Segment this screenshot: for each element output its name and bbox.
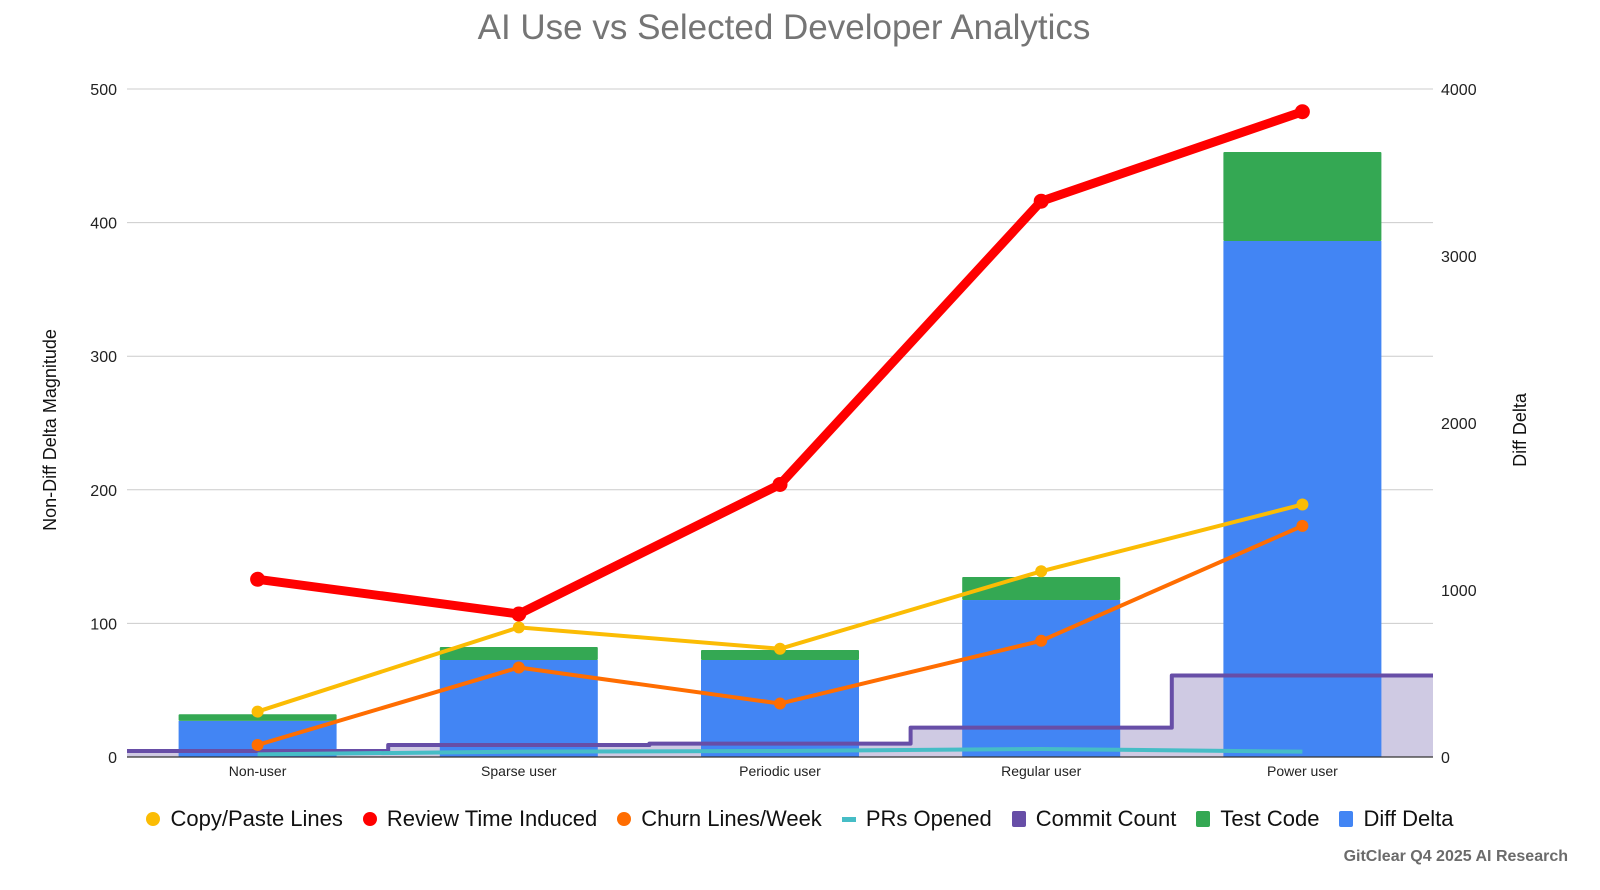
churn-lines-week-point — [1035, 634, 1048, 647]
y-tick-right: 4000 — [1441, 82, 1477, 99]
legend: Copy/Paste Lines Review Time Induced Churn… — [0, 806, 1600, 832]
churn-lines-week-point — [512, 661, 525, 674]
legend-swatch-icon — [1196, 811, 1211, 827]
y-tick-left: 300 — [90, 349, 117, 366]
y-tick-right: 3000 — [1441, 249, 1477, 266]
legend-label: PRs Opened — [865, 806, 992, 831]
legend-label: Diff Delta — [1363, 806, 1454, 831]
y-tick-left: 100 — [90, 616, 117, 633]
chart-title: AI Use vs Selected Developer Analytics — [477, 8, 1091, 47]
y-axis-title-left: Non-Diff Delta Magnitude — [40, 329, 60, 531]
y-tick-left: 400 — [90, 216, 117, 233]
legend-label: Copy/Paste Lines — [170, 806, 343, 831]
legend-item-review-time-induced[interactable]: Review Time Induced — [362, 806, 598, 832]
review-time-induced-point — [1033, 193, 1049, 209]
y-tick-right: 2000 — [1441, 416, 1477, 433]
copy-paste-lines-point — [1035, 565, 1048, 578]
copy-paste-lines-point — [251, 705, 264, 718]
y-tick-left: 0 — [108, 750, 117, 767]
legend-swatch-icon — [841, 816, 856, 822]
x-tick-label: Periodic user — [739, 763, 821, 779]
legend-label: Test Code — [1220, 806, 1320, 831]
bar-test-code — [178, 714, 337, 721]
copy-paste-lines-point — [774, 642, 786, 655]
chart-canvas: 0 100 200 300 400 500 0 1000 2000 3000 4000 Non-Dif… — [40, 82, 1530, 779]
churn-lines-week-point — [251, 738, 264, 751]
x-tick-label: Non-user — [229, 763, 287, 779]
bar-test-code — [439, 646, 598, 660]
legend-label: Review Time Induced — [386, 806, 598, 831]
legend-label: Commit Count — [1035, 806, 1177, 831]
legend-swatch-icon — [617, 812, 632, 826]
bar-test-code — [1223, 151, 1382, 241]
review-time-induced-line — [257, 107, 1304, 619]
prs-opened-line — [257, 746, 1303, 757]
legend-swatch-icon — [1339, 811, 1354, 827]
x-tick-label: Regular user — [1001, 763, 1081, 779]
x-tick-label: Sparse user — [481, 763, 557, 779]
legend-item-copy-paste-lines[interactable]: Copy/Paste Lines — [146, 806, 343, 832]
legend-item-churn-lines-week[interactable]: Churn Lines/Week — [617, 806, 822, 832]
legend-item-commit-count[interactable]: Commit Count — [1011, 806, 1177, 832]
review-time-induced-point — [511, 606, 527, 622]
legend-item-diff-delta[interactable]: Diff Delta — [1339, 806, 1454, 832]
review-time-induced-point — [1294, 104, 1310, 120]
legend-swatch-icon — [362, 812, 377, 826]
legend-item-prs-opened[interactable]: PRs Opened — [841, 806, 992, 832]
churn-lines-week-point — [774, 697, 786, 710]
churn-lines-week-point — [1296, 519, 1309, 532]
review-time-induced-point — [772, 476, 788, 492]
bar-test-code — [701, 649, 859, 660]
legend-swatch-icon — [146, 812, 161, 826]
legend-item-test-code[interactable]: Test Code — [1196, 806, 1319, 832]
bar-diff-delta — [962, 600, 1121, 757]
legend-label: Churn Lines/Week — [641, 806, 822, 831]
x-tick-label: Power user — [1267, 763, 1338, 779]
review-time-induced-point — [250, 571, 266, 587]
y-tick-right: 0 — [1441, 750, 1450, 767]
legend-swatch-icon — [1011, 811, 1026, 827]
copy-paste-lines-point — [1296, 498, 1309, 511]
credit-text: GitClear Q4 2025 AI Research — [1343, 848, 1568, 865]
copy-paste-lines-point — [512, 621, 525, 634]
y-axis-title-right: Diff Delta — [1510, 392, 1530, 467]
commit-count-line — [127, 673, 1433, 753]
y-tick-left: 200 — [90, 483, 117, 500]
y-tick-left: 500 — [90, 82, 117, 99]
y-tick-right: 1000 — [1441, 583, 1477, 600]
